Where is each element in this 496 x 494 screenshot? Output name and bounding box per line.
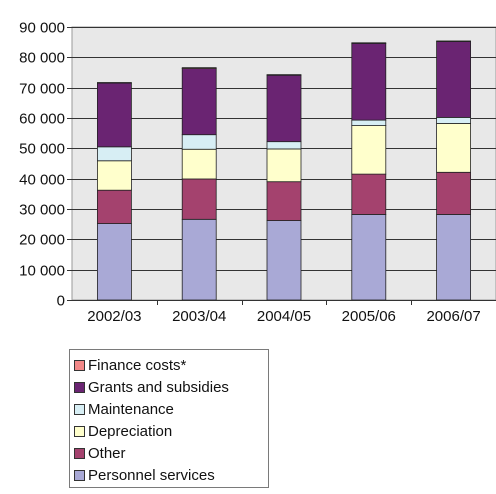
bar-segment-finance-costs (181, 67, 217, 69)
bar-segment-depreciation (436, 123, 472, 173)
x-tick-label: 2006/07 (426, 308, 480, 325)
y-tick-label: 90 000 (19, 20, 65, 37)
legend-label: Personnel services (88, 466, 215, 484)
bar-segment-grants-and-subsidies (266, 74, 302, 143)
bar-segment-other (266, 181, 302, 221)
bar-segment-maintenance (436, 116, 472, 124)
legend-swatch (74, 381, 85, 393)
legend-swatch (74, 469, 85, 481)
legend-item: Depreciation (74, 420, 268, 442)
bar-segment-personnel-services (436, 214, 472, 301)
bar-segment-maintenance (97, 146, 132, 162)
legend-swatch (74, 403, 85, 415)
bar-segment-other (351, 173, 387, 215)
legend-label: Grants and subsidies (88, 378, 229, 396)
bar-segment-grants-and-subsidies (181, 68, 217, 136)
legend-item: Personnel services (74, 464, 268, 486)
bar-segment-maintenance (181, 134, 217, 150)
bar-segment-personnel-services (97, 223, 132, 301)
legend-swatch (74, 425, 85, 437)
y-axis-ticks: 0 10 000 20 000 30 000 40 000 50 000 60 000 70 … (19, 20, 72, 310)
x-tick-label: 2003/04 (172, 308, 226, 325)
y-tick-label: 70 000 (19, 81, 65, 98)
bar-segment-other (436, 171, 472, 215)
legend-item: Grants and subsidies (74, 376, 268, 398)
bar-segment-depreciation (97, 160, 132, 191)
legend-label: Other (88, 444, 126, 462)
y-tick-label: 60 000 (19, 111, 65, 128)
bar-segment-finance-costs (436, 40, 472, 42)
bar-segment-other (181, 178, 217, 220)
x-tick-label: 2005/06 (342, 308, 396, 325)
bar-segment-maintenance (351, 119, 387, 126)
y-tick-label: 10 000 (19, 263, 65, 280)
bar-segment-grants-and-subsidies (351, 42, 387, 121)
y-tick-label: 40 000 (19, 172, 65, 189)
legend-item: Other (74, 442, 268, 464)
legend-label: Maintenance (88, 400, 174, 418)
legend-label: Finance costs* (88, 356, 187, 374)
x-axis-ticks: 2002/03 2003/04 2004/05 2005/06 2006/07 (87, 300, 481, 325)
bars (97, 40, 472, 301)
legend-label: Depreciation (88, 422, 173, 440)
y-tick-label: 30 000 (19, 202, 65, 219)
y-tick-label: 0 (57, 293, 65, 310)
bar-segment-personnel-services (266, 220, 302, 301)
x-tick-label: 2002/03 (87, 308, 141, 325)
legend-item: Maintenance (74, 398, 268, 420)
legend-swatch (74, 447, 85, 459)
y-tick-label: 50 000 (19, 141, 65, 158)
y-tick-label: 80 000 (19, 50, 65, 67)
bar-segment-finance-costs (97, 82, 132, 84)
y-tick-label: 20 000 (19, 232, 65, 249)
bar-segment-maintenance (266, 141, 302, 150)
bar-segment-grants-and-subsidies (436, 41, 472, 118)
bar-segment-depreciation (181, 148, 217, 180)
bar-segment-finance-costs (351, 42, 387, 44)
bar-segment-finance-costs (266, 74, 302, 76)
legend-swatch (74, 359, 85, 371)
legend-item: Finance costs* (74, 354, 268, 376)
bar-segment-personnel-services (351, 214, 387, 301)
legend: Finance costs* Grants and subsidies Mainte… (69, 349, 269, 488)
bar-segment-depreciation (351, 125, 387, 175)
bar-segment-other (97, 189, 132, 224)
bar-segment-depreciation (266, 148, 302, 183)
x-tick-label: 2004/05 (257, 308, 311, 325)
bar-segment-personnel-services (181, 218, 217, 301)
bar-segment-grants-and-subsidies (97, 82, 132, 148)
